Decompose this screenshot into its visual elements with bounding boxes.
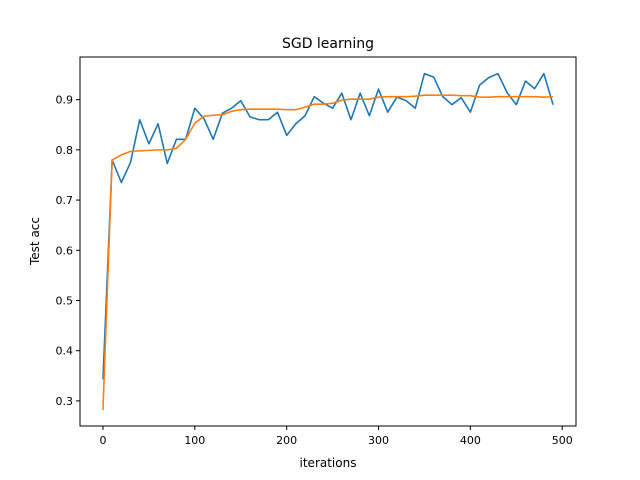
x-tick-label: 0 xyxy=(99,434,106,447)
y-axis-label: Test acc xyxy=(28,217,42,266)
y-tick-label: 0.9 xyxy=(56,94,74,107)
y-tick-label: 0.8 xyxy=(56,144,74,157)
y-tick-label: 0.3 xyxy=(56,395,74,408)
chart-title: SGD learning xyxy=(282,36,374,52)
x-tick-label: 500 xyxy=(552,434,573,447)
x-tick-label: 400 xyxy=(460,434,481,447)
x-tick-label: 300 xyxy=(368,434,389,447)
plot-frame xyxy=(79,56,577,427)
series-1-line xyxy=(102,72,554,380)
series-2-line xyxy=(102,94,554,410)
x-axis-label: iterations xyxy=(300,456,357,470)
y-tick-label: 0.7 xyxy=(56,194,74,207)
y-tick-label: 0.6 xyxy=(56,244,74,257)
x-tick-label: 100 xyxy=(184,434,205,447)
series-layer xyxy=(102,72,554,410)
y-tick-label: 0.5 xyxy=(56,294,74,307)
x-tick-label: 200 xyxy=(276,434,297,447)
y-tick-label: 0.4 xyxy=(56,345,74,358)
x-axis: 0 100 200 300 400 500 xyxy=(99,426,573,447)
y-axis: 0.3 0.4 0.5 0.6 0.7 0.8 0.9 xyxy=(56,94,80,408)
